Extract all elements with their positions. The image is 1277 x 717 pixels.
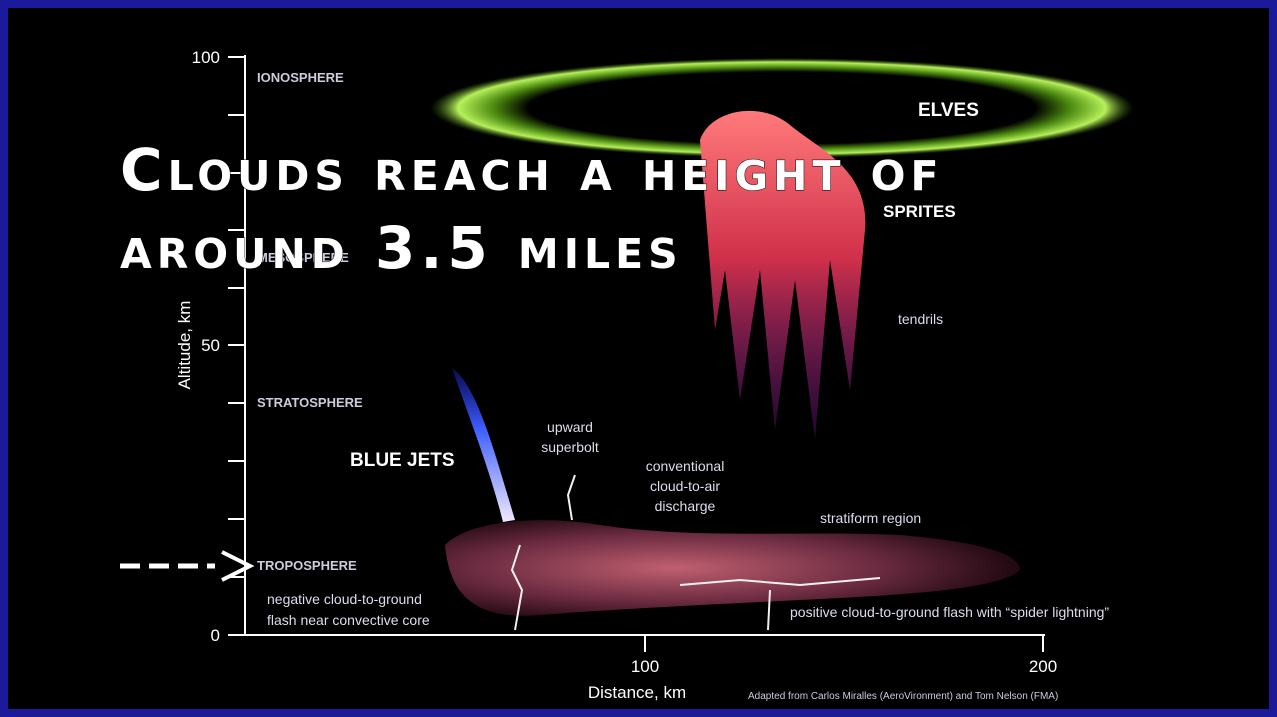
x-tick: 100	[631, 657, 659, 676]
caption: Clouds reach a height of	[120, 136, 944, 204]
discharge-label: conventional	[646, 458, 725, 474]
discharge-label: discharge	[655, 498, 716, 514]
elves-label: ELVES	[918, 100, 979, 121]
sprites-label: SPRITES	[883, 202, 956, 221]
y-axis-label: Altitude, km	[175, 301, 194, 390]
layer-label: STRATOSPHERE	[257, 395, 363, 410]
blue-jets-label: BLUE JETS	[350, 450, 455, 471]
caption: around 3.5 miles	[120, 214, 683, 282]
superbolt-label: upward	[547, 419, 593, 435]
video-frame: 100 50 0 100 200 Altitude, km Distance, …	[0, 0, 1277, 717]
negative-flash-label: negative cloud-to-ground	[267, 591, 422, 607]
superbolt-label: superbolt	[541, 439, 599, 455]
layer-label: IONOSPHERE	[257, 70, 344, 85]
y-tick: 50	[201, 336, 220, 355]
stratiform-label: stratiform region	[820, 510, 921, 526]
negative-flash-label: flash near convective core	[267, 612, 430, 628]
positive-flash-label: positive cloud-to-ground flash with “spi…	[790, 604, 1109, 620]
tendrils-label: tendrils	[898, 311, 943, 327]
x-tick: 200	[1029, 657, 1057, 676]
y-tick: 100	[192, 48, 220, 67]
x-axis-label: Distance, km	[588, 683, 686, 702]
y-tick: 0	[211, 626, 220, 645]
discharge-label: cloud-to-air	[650, 478, 720, 494]
credit: Adapted from Carlos Miralles (AeroVironm…	[748, 691, 1058, 702]
layer-label: TROPOSPHERE	[257, 558, 357, 573]
